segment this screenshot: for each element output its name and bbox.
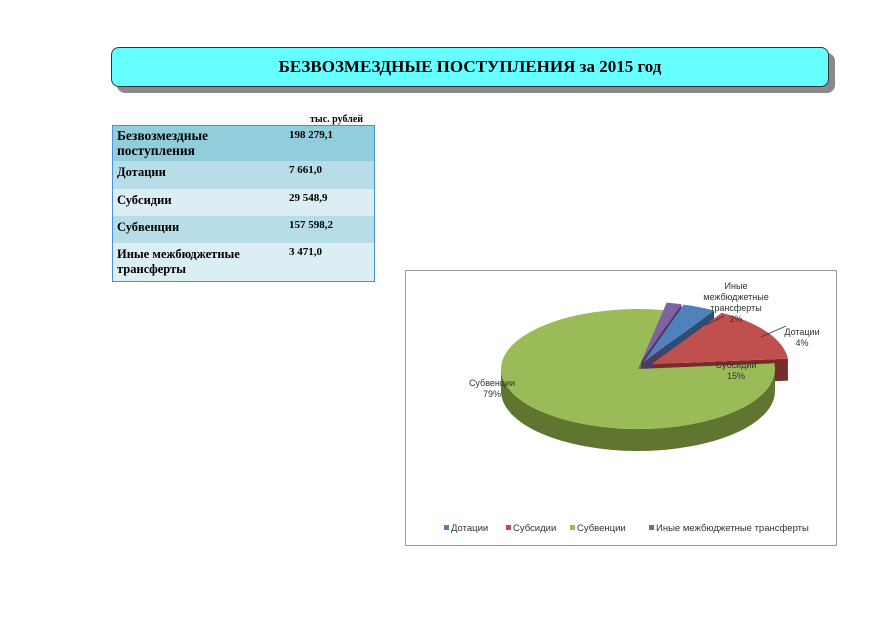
legend-label: Субвенции xyxy=(577,523,626,534)
row-label: Субсидии xyxy=(112,189,285,216)
legend-swatch xyxy=(506,525,511,530)
leader-line xyxy=(705,315,725,326)
legend-item: Субвенции xyxy=(570,523,626,534)
table-row: Субвенции 157 598,2 xyxy=(112,216,375,243)
legend-item: Субсидии xyxy=(506,523,556,534)
pie-slice-4 xyxy=(641,302,682,362)
unit-label: тыс. рублей xyxy=(310,114,364,125)
page-title: БЕЗВОЗМЕЗДНЫЕ ПОСТУПЛЕНИЯ за 2015 год xyxy=(278,57,662,76)
pie-slice-1 xyxy=(643,304,715,362)
legend-swatch xyxy=(444,525,449,530)
leader-line xyxy=(760,325,787,338)
pie-slice-3 xyxy=(501,309,775,429)
pie-slice-2 xyxy=(651,312,788,365)
pie-slice-side xyxy=(501,369,775,451)
row-value: 7 661,0 xyxy=(285,161,375,189)
revenue-table: Безвозмездные поступления 198 279,1 Дота… xyxy=(112,125,375,282)
slice-label: Иные межбюджетные трансферты 2% xyxy=(703,281,768,324)
legend-swatch xyxy=(649,525,654,530)
table-row: Иные межбюджетные трансферты 3 471,0 xyxy=(112,243,375,282)
row-label: Дотации xyxy=(112,161,285,189)
row-value: 198 279,1 xyxy=(285,125,375,161)
row-label: Субвенции xyxy=(112,216,285,243)
legend-item: Иные межбюджетные трансферты xyxy=(649,523,809,534)
title-banner: БЕЗВОЗМЕЗДНЫЕ ПОСТУПЛЕНИЯ за 2015 год xyxy=(111,47,829,87)
legend-label: Дотации xyxy=(451,523,488,534)
table-row: Дотации 7 661,0 xyxy=(112,161,375,189)
table-row: Субсидии 29 548,9 xyxy=(112,189,375,216)
row-value: 3 471,0 xyxy=(285,243,375,282)
row-value: 157 598,2 xyxy=(285,216,375,243)
pie-chart: Дотации 4% Субсидии 15% Субвенции 79% Иные межб… xyxy=(444,281,820,534)
slice-label: Субвенции 79% xyxy=(469,378,515,399)
pie-chart-panel: Дотации 4% Субсидии 15% Субвенции 79% Иные межб… xyxy=(405,270,837,546)
legend-swatch xyxy=(570,525,575,530)
table-row: Безвозмездные поступления 198 279,1 xyxy=(112,125,375,161)
row-label: Безвозмездные поступления xyxy=(112,125,285,161)
row-value: 29 548,9 xyxy=(285,189,375,216)
legend-label: Иные межбюджетные трансферты xyxy=(656,523,809,534)
legend-label: Субсидии xyxy=(513,523,556,534)
legend-item: Дотации xyxy=(444,523,488,534)
row-label: Иные межбюджетные трансферты xyxy=(112,243,285,282)
slice-label: Дотации 4% xyxy=(784,327,819,348)
slice-label: Субсидии 15% xyxy=(716,360,757,381)
